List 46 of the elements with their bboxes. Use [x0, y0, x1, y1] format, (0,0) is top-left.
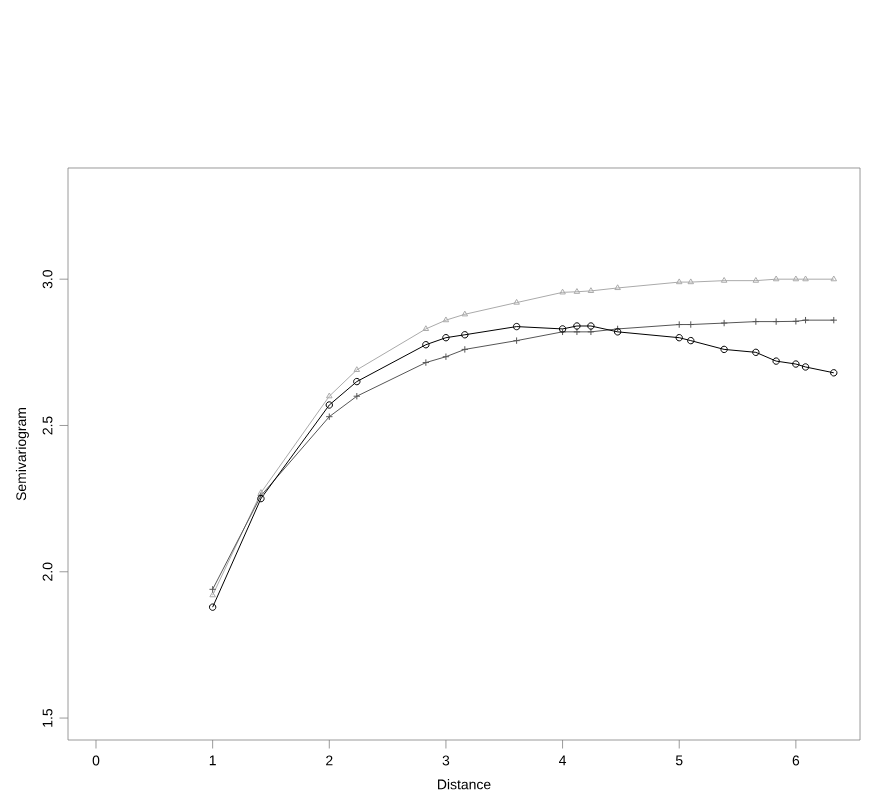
point	[461, 331, 469, 339]
point	[573, 328, 581, 336]
point	[422, 358, 430, 367]
point	[422, 325, 430, 332]
point	[587, 287, 595, 293]
point	[772, 275, 780, 282]
point	[752, 276, 760, 283]
point	[675, 278, 683, 285]
point	[512, 336, 521, 345]
point	[614, 284, 621, 291]
point	[720, 276, 728, 283]
point	[752, 317, 760, 326]
point	[675, 320, 683, 329]
point	[792, 275, 800, 282]
point	[587, 322, 595, 330]
point	[461, 345, 469, 354]
point	[687, 336, 695, 345]
point	[772, 357, 780, 365]
point	[513, 298, 520, 305]
point	[720, 345, 728, 354]
point	[720, 319, 728, 327]
point	[442, 353, 450, 361]
point	[687, 320, 695, 329]
point	[422, 341, 430, 349]
point	[801, 316, 810, 324]
point	[772, 317, 780, 326]
point	[801, 363, 810, 371]
point	[512, 322, 521, 331]
point	[573, 288, 581, 294]
point	[442, 334, 450, 342]
point	[802, 275, 809, 282]
point	[461, 310, 469, 317]
point	[257, 489, 265, 495]
point	[573, 322, 581, 330]
point	[353, 377, 361, 386]
point	[326, 392, 333, 399]
point	[675, 334, 683, 342]
point	[559, 288, 566, 295]
point	[442, 316, 450, 323]
point	[587, 328, 595, 336]
point	[325, 401, 333, 409]
point	[752, 348, 760, 357]
point	[792, 317, 800, 325]
point	[792, 360, 800, 368]
point	[687, 278, 695, 285]
point	[353, 366, 361, 372]
